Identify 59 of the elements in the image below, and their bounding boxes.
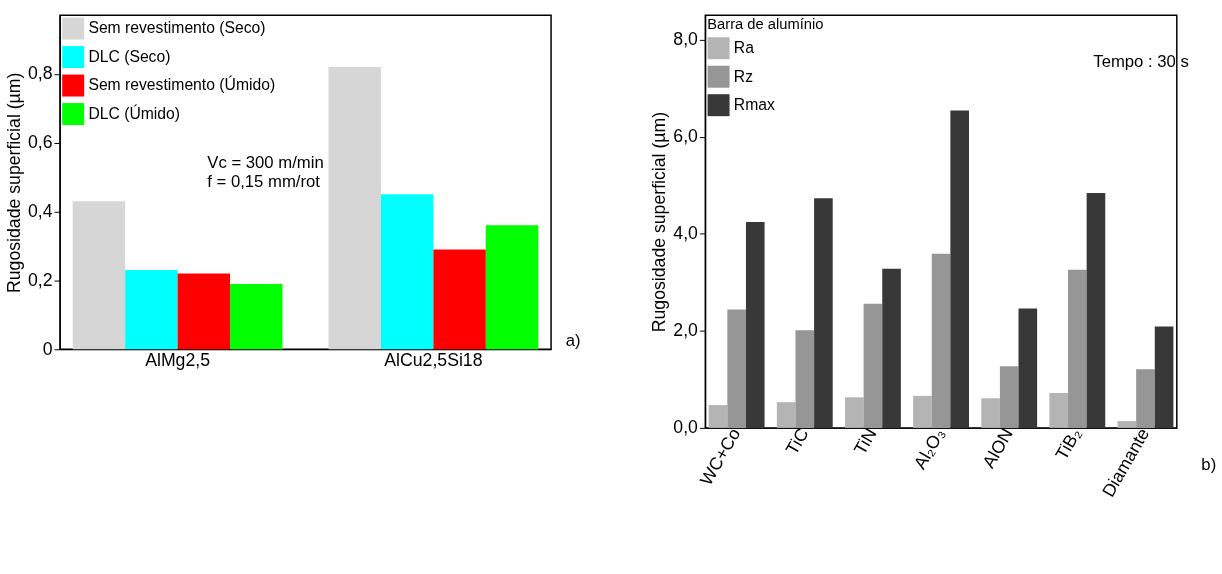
y-tick-label: 0 <box>42 338 53 359</box>
bar <box>913 395 932 428</box>
legend-label: DLC (Seco) <box>88 47 171 65</box>
bar <box>882 268 901 428</box>
legend-title: Barra de alumínio <box>707 16 824 33</box>
y-tick-label: 0,8 <box>27 63 53 84</box>
x-tick-label: TiC <box>781 424 813 459</box>
x-tick-label: TiB₂ <box>1051 424 1086 464</box>
y-tick-label: 0,6 <box>27 132 53 153</box>
y-axis-title: Rugosidade superficial (µm) <box>4 72 25 293</box>
annotation: Vc = 300 m/min <box>207 152 324 172</box>
y-tick-label: 0,4 <box>27 200 53 221</box>
y-tick-label: 4,0 <box>673 223 699 244</box>
bar <box>72 201 126 350</box>
bar <box>485 225 539 350</box>
legend-label: Rz <box>733 67 754 85</box>
legend-label: Sem revestimento (Úmido) <box>88 75 276 94</box>
y-tick-label: 6,0 <box>673 126 699 147</box>
bar <box>177 273 231 350</box>
bar <box>380 194 434 350</box>
y-tick-label: 8,0 <box>673 28 699 49</box>
bar <box>745 222 765 428</box>
bar <box>125 270 178 350</box>
bar <box>727 309 746 428</box>
bar <box>1086 192 1106 428</box>
bar <box>1068 269 1087 428</box>
bar <box>1049 392 1069 428</box>
x-tick-label: TiN <box>849 424 881 459</box>
bar <box>1154 326 1174 428</box>
bar <box>1136 369 1155 428</box>
x-tick-label: AlMg2,5 <box>145 349 211 370</box>
bar <box>999 366 1019 428</box>
y-tick-label: 0,0 <box>673 417 699 438</box>
bar <box>981 398 1000 428</box>
bar <box>1018 308 1038 428</box>
annotation: f = 0,15 mm/rot <box>207 172 321 192</box>
y-tick-label: 2,0 <box>673 320 699 341</box>
bar <box>776 402 796 428</box>
text: b) <box>1201 455 1217 475</box>
legend-label: DLC (Úmido) <box>88 103 181 122</box>
y-axis-title: Rugosidade superficial (µm) <box>649 111 670 333</box>
bar <box>708 405 728 428</box>
x-tick-label: AlCu2,5Si18 <box>384 349 483 370</box>
y-tick-label: 0,2 <box>27 269 53 290</box>
bar <box>795 330 815 428</box>
bar <box>433 249 486 350</box>
legend-label: Sem revestimento (Seco) <box>88 19 266 37</box>
text: a) <box>565 331 581 351</box>
bar <box>230 283 283 350</box>
bar <box>931 253 951 428</box>
bar <box>950 110 969 428</box>
bar <box>863 303 883 428</box>
bar <box>328 66 381 350</box>
bar <box>1117 421 1137 428</box>
bar <box>844 397 864 428</box>
annotation: Tempo : 30 s <box>1093 52 1189 72</box>
legend-label: Rmax <box>733 96 775 114</box>
bar <box>814 198 833 428</box>
legend-label: Ra <box>733 39 755 57</box>
